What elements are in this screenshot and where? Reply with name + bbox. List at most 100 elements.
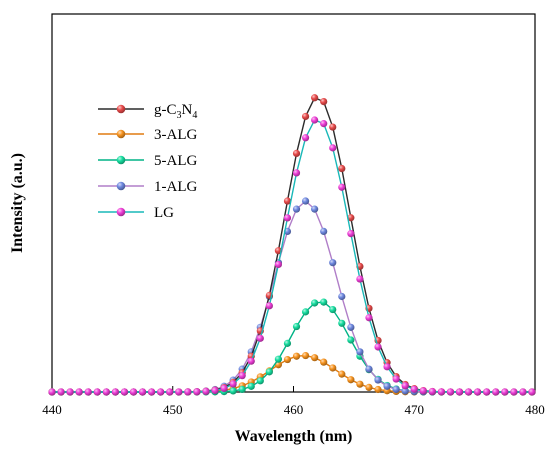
- data-point: [401, 382, 409, 390]
- data-point: [374, 343, 382, 351]
- series-layer: [48, 94, 536, 396]
- data-point: [111, 388, 119, 396]
- data-point: [528, 388, 536, 396]
- x-tick-label: 480: [525, 402, 545, 417]
- data-point: [428, 387, 436, 396]
- legend-item-1-alg: 1-ALG: [98, 179, 197, 195]
- data-point: [301, 112, 310, 121]
- data-point: [455, 388, 464, 396]
- data-point: [329, 259, 337, 267]
- data-point: [311, 116, 319, 124]
- data-point: [292, 205, 301, 213]
- data-point: [392, 385, 400, 394]
- series-line: [52, 354, 532, 393]
- legend-label: g-C3N4: [154, 102, 197, 121]
- data-point: [247, 357, 255, 365]
- data-point: [383, 363, 391, 371]
- data-point: [410, 385, 418, 393]
- legend-label: 5-ALG: [154, 153, 197, 169]
- data-point: [374, 376, 382, 384]
- legend-marker: [116, 129, 126, 139]
- data-point: [102, 388, 110, 396]
- data-point: [329, 364, 337, 372]
- legend-item-lg: LG: [98, 205, 174, 221]
- data-point: [401, 387, 409, 395]
- data-point: [57, 388, 65, 396]
- legend-label-sub: 4: [192, 110, 197, 121]
- data-point: [320, 227, 328, 236]
- data-point: [320, 98, 328, 106]
- data-point: [311, 354, 319, 362]
- data-point: [329, 144, 337, 152]
- data-point: [238, 385, 246, 393]
- data-point: [492, 388, 500, 396]
- data-point: [301, 351, 310, 360]
- data-point: [501, 388, 509, 396]
- series-line: [52, 200, 532, 393]
- legend-marker: [116, 181, 126, 191]
- data-point: [66, 388, 74, 396]
- data-point: [437, 388, 446, 396]
- data-point: [265, 368, 273, 376]
- data-point: [292, 169, 301, 177]
- data-point: [256, 334, 264, 342]
- data-point: [193, 388, 201, 396]
- data-point: [320, 358, 328, 366]
- data-point: [292, 352, 301, 360]
- data-point: [347, 214, 355, 222]
- data-point: [338, 292, 346, 301]
- data-point: [301, 134, 310, 142]
- data-point: [483, 388, 491, 396]
- data-point: [93, 388, 101, 396]
- data-point: [129, 388, 138, 396]
- data-point: [283, 197, 292, 205]
- series-line: [52, 301, 532, 393]
- legend-label: 3-ALG: [154, 127, 197, 143]
- data-point: [274, 361, 283, 369]
- data-point: [220, 384, 228, 393]
- series-5-alg: [48, 298, 536, 396]
- data-point: [301, 197, 310, 205]
- data-point: [247, 382, 255, 390]
- data-point: [229, 380, 237, 388]
- data-point: [356, 275, 364, 283]
- data-point: [347, 376, 355, 384]
- data-point: [202, 387, 210, 396]
- legend-marker: [116, 155, 126, 165]
- data-point: [274, 355, 283, 363]
- data-point: [292, 322, 301, 331]
- data-point: [356, 348, 364, 356]
- data-point: [311, 205, 319, 213]
- data-point: [474, 388, 482, 396]
- data-point: [292, 149, 301, 157]
- data-point: [383, 382, 391, 390]
- legend-marker: [116, 104, 126, 114]
- data-point: [347, 230, 355, 238]
- data-point: [157, 388, 165, 396]
- series-line: [52, 96, 532, 393]
- legend-item-5-alg: 5-ALG: [98, 153, 197, 169]
- x-tick-label: 470: [405, 402, 425, 417]
- series-g-c3n4: [48, 94, 536, 396]
- data-point: [510, 388, 518, 396]
- data-point: [148, 388, 156, 396]
- data-point: [229, 387, 237, 395]
- legend-label-sub: 3: [177, 110, 182, 121]
- data-point: [365, 383, 373, 392]
- data-point: [374, 385, 382, 394]
- data-point: [329, 305, 337, 314]
- data-point: [329, 123, 337, 131]
- data-point: [338, 164, 346, 173]
- data-point: [356, 380, 364, 388]
- legend-label-main: N: [182, 102, 193, 118]
- legend-item-3-alg: 3-ALG: [98, 127, 197, 143]
- data-point: [274, 260, 283, 269]
- x-tick-label: 440: [42, 402, 62, 417]
- data-point: [283, 339, 292, 347]
- data-point: [338, 319, 346, 327]
- data-point: [283, 214, 292, 222]
- data-point: [184, 388, 192, 396]
- plot-frame: [51, 13, 536, 393]
- data-point: [338, 183, 346, 191]
